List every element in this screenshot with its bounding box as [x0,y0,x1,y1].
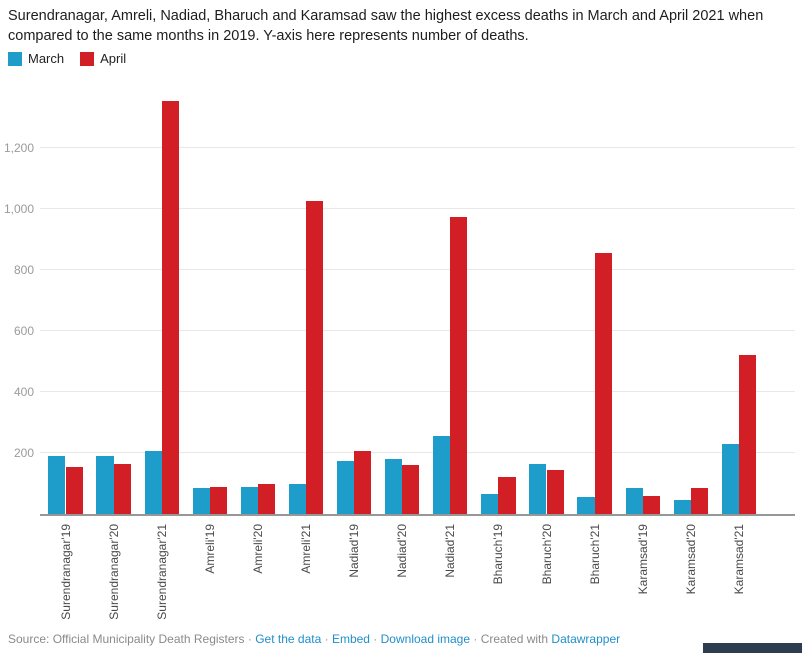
y-tick-label-400: 400 [13,385,34,399]
bar-april-Amreli-20[interactable] [257,483,276,514]
bar-march-Bharuch-20[interactable] [529,463,547,514]
gridline-800 [40,269,795,270]
x-axis-label: Nadiad'20 [395,524,410,578]
x-axis-label: Amreli'21 [299,524,313,574]
bar-april-Bharuch-21[interactable] [594,253,612,514]
legend-item-march: March [8,51,64,66]
legend-label: March [28,51,65,66]
x-axis-label: Bharuch'19 [491,524,506,585]
gridline-1200 [40,147,795,148]
bar-march-Surendranagar-20[interactable] [96,456,114,514]
x-axis-label: Bharuch'21 [587,524,602,585]
bar-march-Karamsad-21[interactable] [721,443,739,514]
x-axis-label: Amreli'19 [202,524,217,574]
bar-march-Bharuch-19[interactable] [481,494,499,514]
gridline-400 [40,391,795,392]
footer-separator: · [369,632,381,646]
bar-march-Surendranagar-19[interactable] [48,456,66,514]
bar-april-Nadiad-21[interactable] [450,216,468,514]
x-axis-label: Amreli'20 [250,524,265,574]
bar-april-Karamsad-19[interactable] [642,495,660,514]
x-axis-label: Nadiad'21 [443,524,458,578]
bar-april-Karamsad-20[interactable] [690,488,708,514]
legend-swatch-march [8,51,22,66]
bar-april-Nadiad-19[interactable] [354,451,372,514]
gridline-1000 [40,208,795,209]
x-axis-label: Bharuch'20 [539,524,554,585]
bar-march-Surendranagar-21[interactable] [144,451,162,514]
datawrapper-link[interactable]: Datawrapper [551,632,621,646]
bar-april-Surendranagar-21[interactable] [161,100,179,514]
bar-april-Nadiad-20[interactable] [402,465,420,514]
bar-march-Nadiad-21[interactable] [433,436,451,514]
legend: March April [8,51,126,66]
bar-march-Karamsad-20[interactable] [673,500,691,514]
bar-april-Surendranagar-19[interactable] [65,466,83,514]
bar-march-Bharuch-21[interactable] [577,497,595,514]
bar-march-Amreli-20[interactable] [240,486,258,514]
footer-text: Created with [480,632,552,646]
bar-march-Amreli-21[interactable] [288,483,306,514]
chart-title: Surendranagar, Amreli, Nadiad, Bharuch a… [8,8,764,44]
legend-item-april: April [80,51,126,66]
footer-separator: · [470,632,481,646]
gridline-200 [40,452,795,453]
footer-separator: · [321,632,332,646]
y-tick-label-800: 800 [13,263,34,277]
y-tick-label-1000: 1,000 [3,202,34,216]
download-image-link[interactable]: Download image [380,632,471,646]
bar-march-Nadiad-20[interactable] [385,459,403,514]
x-axis-label: Karamsad'19 [635,524,650,595]
bar-april-Bharuch-20[interactable] [546,469,564,514]
bar-march-Karamsad-19[interactable] [625,488,643,514]
x-axis-label: Surendranagar'21 [154,524,169,620]
y-tick-label-600: 600 [13,324,34,338]
legend-label: April [100,51,127,66]
bottom-right-ui-fragment [703,643,802,653]
x-axis-label: Karamsad'20 [683,524,698,595]
plot-area: 200 400 600 800 1,000 1,200 [4,90,795,516]
gridline-600 [40,330,795,331]
get-the-data-link[interactable]: Get the data [255,632,322,646]
embed-link[interactable]: Embed [331,632,370,646]
x-axis-label: Surendranagar'20 [106,524,121,620]
x-axis-label: Nadiad'19 [347,524,362,578]
bar-april-Amreli-19[interactable] [209,486,227,514]
y-tick-label-200: 200 [13,446,34,460]
bar-march-Amreli-19[interactable] [192,488,210,514]
bar-april-Bharuch-19[interactable] [498,477,516,514]
footer-text: Source: Official Municipality Death Regi… [8,632,245,646]
bar-april-Amreli-21[interactable] [306,201,324,514]
legend-swatch-april [80,51,95,66]
bar-april-Karamsad-21[interactable] [738,355,757,514]
x-axis-label: Surendranagar'19 [58,524,73,620]
bar-march-Nadiad-19[interactable] [336,460,355,514]
y-tick-label-1200: 1,200 [3,141,34,155]
footer: Source: Official Municipality Death Regi… [8,632,788,646]
x-axis-label: Karamsad'21 [731,524,746,595]
footer-separator: · [244,632,256,646]
x-axis-labels: Surendranagar'19 Surendranagar'20 Surendra… [40,520,795,628]
bar-april-Surendranagar-20[interactable] [113,463,131,514]
